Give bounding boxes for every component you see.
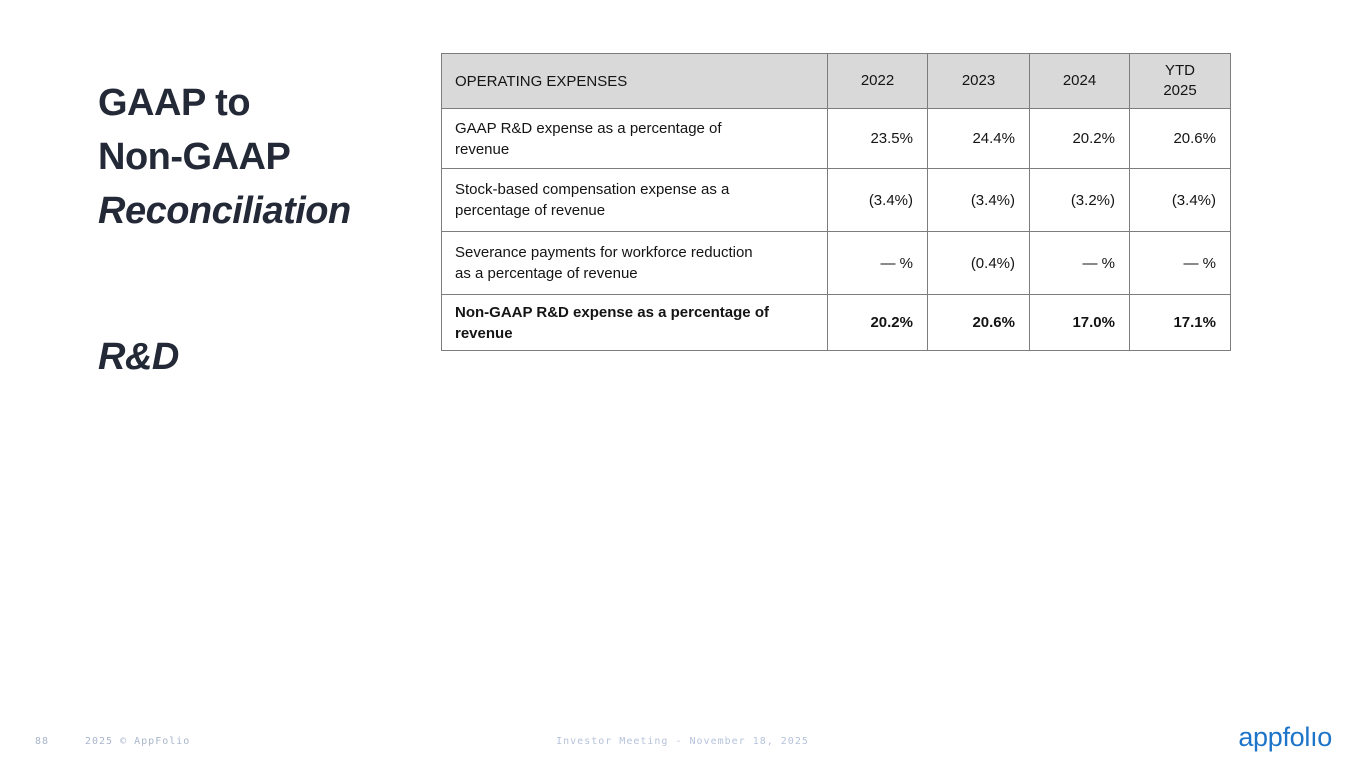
row-label: Non-GAAP R&D expense as a percentage of … <box>441 294 828 351</box>
cell-value: (3.4%) <box>827 168 928 232</box>
slide-title: GAAP to Non-GAAP Reconciliation <box>98 76 351 238</box>
table-header-ytd-2025: YTD 2025 <box>1129 53 1231 109</box>
cell-value: 24.4% <box>927 108 1030 169</box>
appfolio-logo: appfolıo <box>1238 722 1332 752</box>
table-row-non-gaap-rd-expense: Non-GAAP R&D expense as a percentage of … <box>441 294 1231 351</box>
table-header-2023: 2023 <box>927 53 1030 109</box>
copyright-text: 2025 © AppFolio <box>85 736 191 747</box>
cell-value: 17.1% <box>1129 294 1231 351</box>
cell-value: — % <box>827 231 928 295</box>
table-header-row: OPERATING EXPENSES 2022 2023 2024 YTD 20… <box>441 53 1231 109</box>
cell-value: — % <box>1029 231 1130 295</box>
reconciliation-table: OPERATING EXPENSES 2022 2023 2024 YTD 20… <box>441 53 1231 351</box>
cell-value: — % <box>1129 231 1231 295</box>
cell-value: (3.4%) <box>1129 168 1231 232</box>
cell-value: 20.6% <box>1129 108 1231 169</box>
cell-value: 20.2% <box>1029 108 1130 169</box>
table-header-operating-expenses: OPERATING EXPENSES <box>441 53 828 109</box>
table-header-2024: 2024 <box>1029 53 1130 109</box>
slide-title-line-1: GAAP to <box>98 82 251 124</box>
slide-title-line-3: Reconciliation <box>98 190 351 232</box>
slide-title-line-2: Non-GAAP <box>98 136 291 178</box>
cell-value: (0.4%) <box>927 231 1030 295</box>
cell-value: 20.6% <box>927 294 1030 351</box>
row-label: Severance payments for workforce reducti… <box>441 231 828 295</box>
cell-value: (3.4%) <box>927 168 1030 232</box>
cell-value: (3.2%) <box>1029 168 1130 232</box>
cell-value: 20.2% <box>827 294 928 351</box>
slide-subtitle: R&D <box>98 336 179 378</box>
row-label: GAAP R&D expense as a percentage of reve… <box>441 108 828 169</box>
row-label: Stock-based compensation expense as a pe… <box>441 168 828 232</box>
page-number: 88 <box>35 736 50 747</box>
table-row-gaap-rd-expense: GAAP R&D expense as a percentage of reve… <box>441 108 1231 169</box>
footer-meeting-title: Investor Meeting - November 18, 2025 <box>556 736 809 747</box>
table-row-stock-based-compensation: Stock-based compensation expense as a pe… <box>441 168 1231 232</box>
table-row-severance-payments: Severance payments for workforce reducti… <box>441 231 1231 295</box>
cell-value: 17.0% <box>1029 294 1130 351</box>
table-header-2022: 2022 <box>827 53 928 109</box>
cell-value: 23.5% <box>827 108 928 169</box>
